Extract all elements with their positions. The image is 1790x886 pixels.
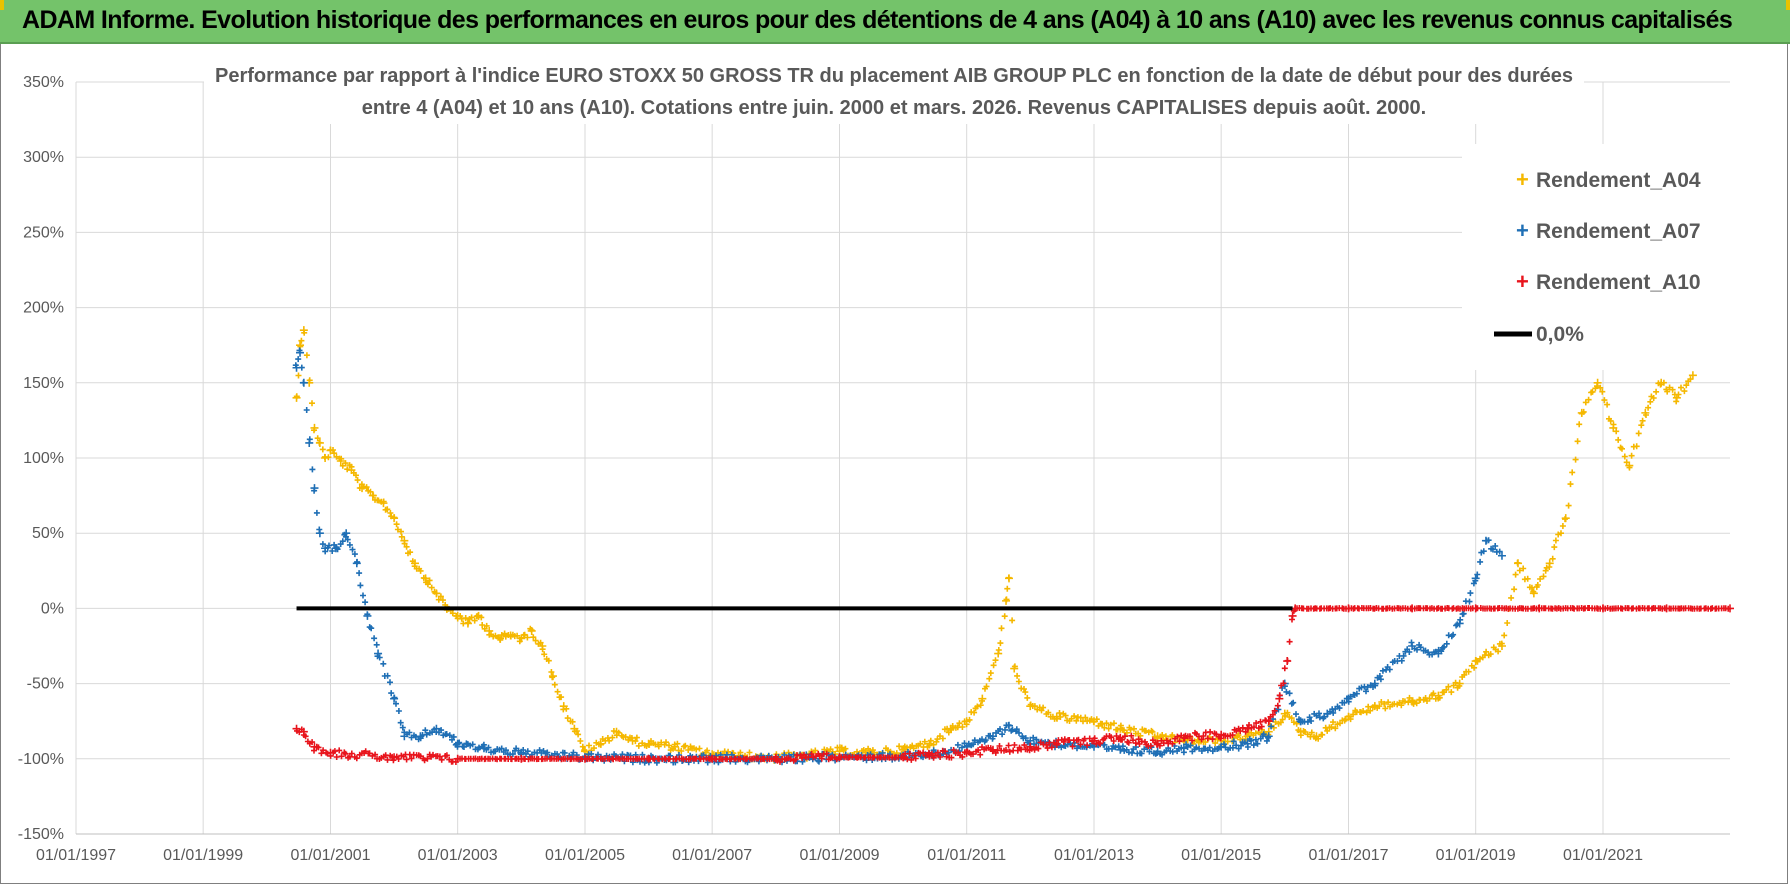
x-tick-label: 01/01/1997: [36, 847, 116, 864]
subtitle-background: [204, 58, 1584, 124]
series-Rendement_A07: [292, 347, 1506, 766]
header-bar: ADAM Informe. Evolution historique des p…: [0, 0, 1790, 44]
x-tick-label: 01/01/2021: [1563, 847, 1643, 864]
x-tick-label: 01/01/2019: [1436, 847, 1516, 864]
chart-subtitle-line-1: Performance par rapport à l'indice EURO …: [215, 65, 1573, 87]
x-tick-label: 01/01/2017: [1308, 847, 1388, 864]
legend-marker-a04: +: [1516, 167, 1529, 192]
header-corner-left: [0, 0, 4, 10]
series-markers: [294, 605, 1732, 765]
y-tick-label: -50%: [27, 676, 64, 693]
legend: + Rendement_A04 + Rendement_A07 + Rendem…: [1462, 144, 1730, 370]
y-tick-label: 0%: [41, 600, 64, 617]
legend-marker-a07: +: [1516, 218, 1529, 243]
chart-subtitle-line-2: entre 4 (A04) et 10 ans (A10). Cotations…: [362, 97, 1426, 119]
x-tick-label: 01/01/2003: [418, 847, 498, 864]
x-tick-label: 01/01/1999: [163, 847, 243, 864]
x-tick-label: 01/01/2013: [1054, 847, 1134, 864]
legend-label-a07: Rendement_A07: [1536, 220, 1701, 243]
y-tick-label: 50%: [32, 525, 64, 542]
legend-label-a04: Rendement_A04: [1536, 169, 1701, 192]
legend-marker-a10: +: [1516, 269, 1529, 294]
y-tick-label: -100%: [18, 751, 64, 768]
x-tick-label: 01/01/2005: [545, 847, 625, 864]
y-tick-label: -150%: [18, 826, 64, 843]
page-title: ADAM Informe. Evolution historique des p…: [22, 6, 1733, 34]
series-markers: [293, 329, 1694, 764]
data-point: [1497, 551, 1506, 560]
x-tick-label: 01/01/2015: [1181, 847, 1261, 864]
data-point: [1688, 371, 1697, 380]
performance-chart: -150% -100% -50% 0% 50% 100% 150% 200% 250% 300% 3…: [18, 58, 1734, 864]
series-layer: [292, 326, 1734, 766]
legend-label-a10: Rendement_A10: [1536, 271, 1701, 294]
x-tick-label: 01/01/2011: [927, 847, 1006, 864]
x-tick-label: 01/01/2001: [290, 847, 370, 864]
y-tick-label: 300%: [23, 149, 64, 166]
y-tick-label: 350%: [23, 74, 64, 91]
x-tick-label: 01/01/2007: [672, 847, 752, 864]
legend-label-zero: 0,0%: [1536, 323, 1584, 346]
y-axis-ticks: -150% -100% -50% 0% 50% 100% 150% 200% 250% 300% 3…: [18, 74, 64, 843]
x-axis-ticks: 01/01/1997 01/01/1999 01/01/2001 01/01/2003…: [36, 847, 1643, 864]
y-tick-label: 100%: [23, 450, 64, 467]
y-tick-label: 250%: [23, 224, 64, 241]
header-corner-right: [1786, 0, 1790, 10]
series-Rendement_A10: [292, 604, 1734, 765]
series-Rendement_A04: [292, 326, 1697, 764]
y-tick-label: 200%: [23, 300, 64, 317]
y-tick-label: 150%: [23, 375, 64, 392]
series-markers: [292, 347, 1503, 766]
x-tick-label: 01/01/2009: [799, 847, 879, 864]
